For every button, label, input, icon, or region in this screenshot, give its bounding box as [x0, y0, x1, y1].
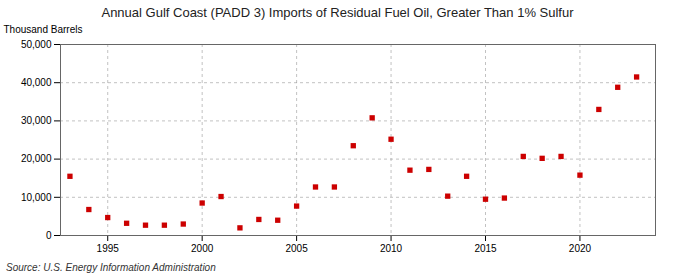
svg-text:2015: 2015 [474, 243, 497, 254]
html-text:Source: U.S. Energy Informatio: Source: U.S. Energy Information Administ… [6, 262, 216, 273]
html-text:Annual Gulf Coast (PADD 3) Imp: Annual Gulf Coast (PADD 3) Imports of Re… [101, 5, 574, 20]
svg-text:2020: 2020 [569, 243, 592, 254]
svg-text:10,000: 10,000 [21, 192, 52, 203]
svg-text:2000: 2000 [191, 243, 214, 254]
svg-text:50,000: 50,000 [21, 39, 52, 50]
svg-text:40,000: 40,000 [21, 77, 52, 88]
svg-text:30,000: 30,000 [21, 115, 52, 126]
svg-text:1995: 1995 [97, 243, 120, 254]
svg-text:20,000: 20,000 [21, 153, 52, 164]
svg-text:2005: 2005 [285, 243, 308, 254]
svg-text:2010: 2010 [380, 243, 403, 254]
svg-text:Thousand Barrels: Thousand Barrels [4, 24, 83, 35]
svg-text:0: 0 [46, 230, 52, 241]
